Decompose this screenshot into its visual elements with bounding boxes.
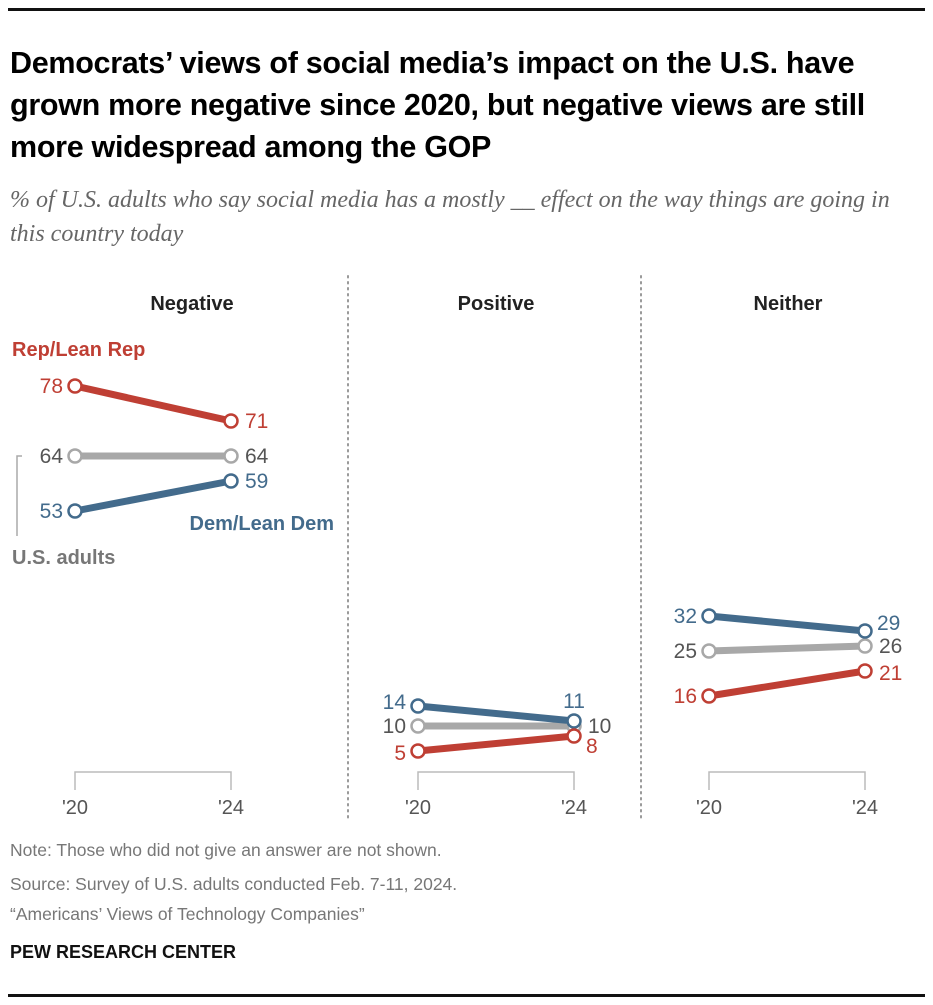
top-rule bbox=[8, 8, 925, 11]
series-line-dem bbox=[708, 612, 866, 635]
data-label-rep: 78 bbox=[40, 375, 63, 398]
data-point-all bbox=[857, 638, 873, 654]
data-label-all: 10 bbox=[588, 715, 611, 738]
series-line-dem bbox=[74, 477, 232, 515]
data-point-dem bbox=[566, 713, 582, 729]
series-line-rep bbox=[74, 382, 232, 425]
legend-us-adults: U.S. adults bbox=[12, 547, 115, 569]
chart-subtitle: % of U.S. adults who say social media ha… bbox=[10, 187, 890, 247]
x-tick-label: '20 bbox=[696, 797, 722, 819]
x-tick-label: '20 bbox=[405, 797, 431, 819]
legend-dem: Dem/Lean Dem bbox=[190, 513, 335, 535]
data-point-dem bbox=[857, 623, 873, 639]
data-label-dem: 32 bbox=[674, 605, 697, 628]
data-point-rep bbox=[223, 413, 239, 429]
note-text: Note: Those who did not give an answer a… bbox=[10, 840, 442, 860]
report-text: “Americans’ Views of Technology Companie… bbox=[10, 904, 365, 924]
data-label-rep: 21 bbox=[879, 662, 902, 685]
data-point-all bbox=[410, 718, 426, 734]
data-label-rep: 5 bbox=[394, 742, 406, 765]
data-label-dem: 29 bbox=[877, 612, 900, 635]
data-label-rep: 8 bbox=[586, 735, 598, 758]
data-point-rep bbox=[701, 688, 717, 704]
x-tick-label: '20 bbox=[62, 797, 88, 819]
data-point-rep bbox=[566, 728, 582, 744]
data-label-rep: 16 bbox=[674, 685, 697, 708]
series-line-dem bbox=[417, 702, 575, 725]
legend-rep: Rep/Lean Rep bbox=[12, 339, 145, 361]
chart-title: Democrats’ views of social media’s impac… bbox=[10, 46, 865, 164]
series-line-all bbox=[708, 642, 866, 655]
legend-us-adults-connector bbox=[16, 455, 22, 536]
data-label-all: 25 bbox=[674, 640, 697, 663]
x-axis-bracket bbox=[74, 771, 232, 790]
data-label-dem: 11 bbox=[563, 690, 585, 713]
data-label-all: 10 bbox=[383, 715, 406, 738]
data-point-all bbox=[67, 448, 83, 464]
data-point-all bbox=[223, 448, 239, 464]
data-point-dem bbox=[701, 608, 717, 624]
data-point-dem bbox=[223, 473, 239, 489]
bottom-rule bbox=[8, 994, 925, 997]
data-point-rep bbox=[410, 743, 426, 759]
x-tick-label: '24 bbox=[852, 797, 878, 819]
data-point-all bbox=[701, 643, 717, 659]
data-label-all: 64 bbox=[40, 445, 64, 468]
data-label-dem: 53 bbox=[40, 500, 63, 523]
data-point-dem bbox=[67, 503, 83, 519]
series-line-rep bbox=[708, 667, 866, 700]
panel-title-positive: Positive bbox=[458, 293, 535, 315]
source-text: Source: Survey of U.S. adults conducted … bbox=[10, 874, 458, 894]
panel-title-neither: Neither bbox=[754, 293, 823, 315]
brand-label: PEW RESEARCH CENTER bbox=[10, 942, 237, 962]
data-label-rep: 71 bbox=[245, 410, 268, 433]
data-label-all: 64 bbox=[245, 445, 269, 468]
x-tick-label: '24 bbox=[218, 797, 244, 819]
x-axis-bracket bbox=[708, 771, 866, 790]
panel-title-negative: Negative bbox=[150, 293, 233, 315]
data-label-all: 26 bbox=[879, 635, 902, 658]
data-point-rep bbox=[857, 663, 873, 679]
data-label-dem: 14 bbox=[383, 691, 407, 714]
series-line-rep bbox=[417, 732, 575, 755]
data-point-rep bbox=[67, 378, 83, 394]
data-label-dem: 59 bbox=[245, 470, 268, 493]
x-tick-label: '24 bbox=[561, 797, 587, 819]
x-axis-bracket bbox=[417, 771, 575, 790]
data-point-dem bbox=[410, 698, 426, 714]
